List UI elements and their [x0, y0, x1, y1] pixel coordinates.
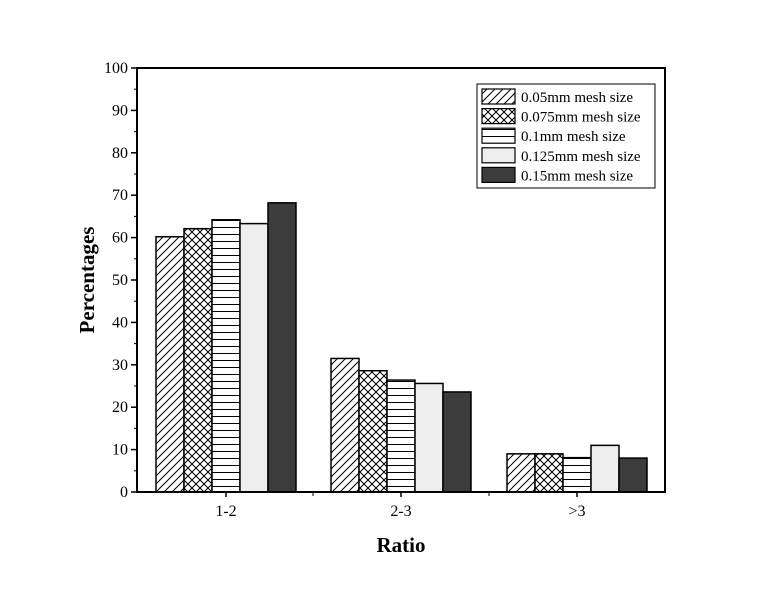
y-tick-label: 60: [112, 230, 128, 247]
y-tick-label: 50: [112, 272, 128, 289]
bar-1-2-series-3: [211, 219, 241, 493]
y-tick-label: 0: [120, 484, 128, 501]
bar->3-series-4: [590, 444, 620, 493]
bar-2-3-series-1: [330, 357, 360, 493]
axes: 0 10 20 30 40 50 60 70 80 90 100 1-2 2-3 >3: [104, 60, 586, 520]
bar-2-3-series-2: [358, 369, 388, 493]
legend-swatch-3: [481, 127, 516, 144]
x-tick-label: 1-2: [215, 503, 236, 520]
y-tick-label: 20: [112, 399, 128, 416]
bar-1-2-series-2: [183, 227, 213, 493]
y-tick-label: 30: [112, 357, 128, 374]
legend-label-1: 0.05mm mesh size: [521, 90, 633, 106]
x-axis-title: Ratio: [377, 533, 426, 557]
x-tick-label: >3: [568, 503, 585, 520]
bar-1-2-series-1: [155, 236, 185, 493]
bar->3-series-1: [506, 453, 536, 493]
bar-1-2-series-4: [239, 222, 269, 493]
legend-label-4: 0.125mm mesh size: [521, 149, 641, 165]
y-tick-label: 10: [112, 442, 128, 459]
y-tick-label: 100: [104, 60, 128, 77]
legend-label-5: 0.15mm mesh size: [521, 168, 633, 184]
bar-2-3-series-5: [442, 391, 472, 493]
bars: [155, 202, 648, 493]
bar-1-2-series-5: [267, 202, 297, 493]
bar-2-3-series-3: [386, 379, 416, 493]
bar-2-3-series-4: [414, 382, 444, 493]
y-tick-label: 70: [112, 187, 128, 204]
legend-swatch-5: [481, 166, 516, 183]
y-tick-label: 80: [112, 145, 128, 162]
legend-label-3: 0.1mm mesh size: [521, 129, 626, 145]
bar->3-series-5: [618, 457, 648, 493]
bar->3-series-2: [534, 453, 564, 493]
y-tick-label: 90: [112, 102, 128, 119]
legend: 0.05mm mesh size 0.075mm mesh size 0.1mm m…: [476, 83, 656, 189]
y-tick-label: 40: [112, 314, 128, 331]
legend-swatch-1: [481, 88, 516, 105]
y-axis-title: Percentages: [75, 227, 99, 334]
x-tick-label: 2-3: [390, 503, 411, 520]
legend-swatch-4: [481, 147, 516, 164]
legend-swatch-2: [481, 107, 516, 125]
legend-label-2: 0.075mm mesh size: [521, 110, 641, 126]
bar->3-series-3: [562, 456, 592, 493]
